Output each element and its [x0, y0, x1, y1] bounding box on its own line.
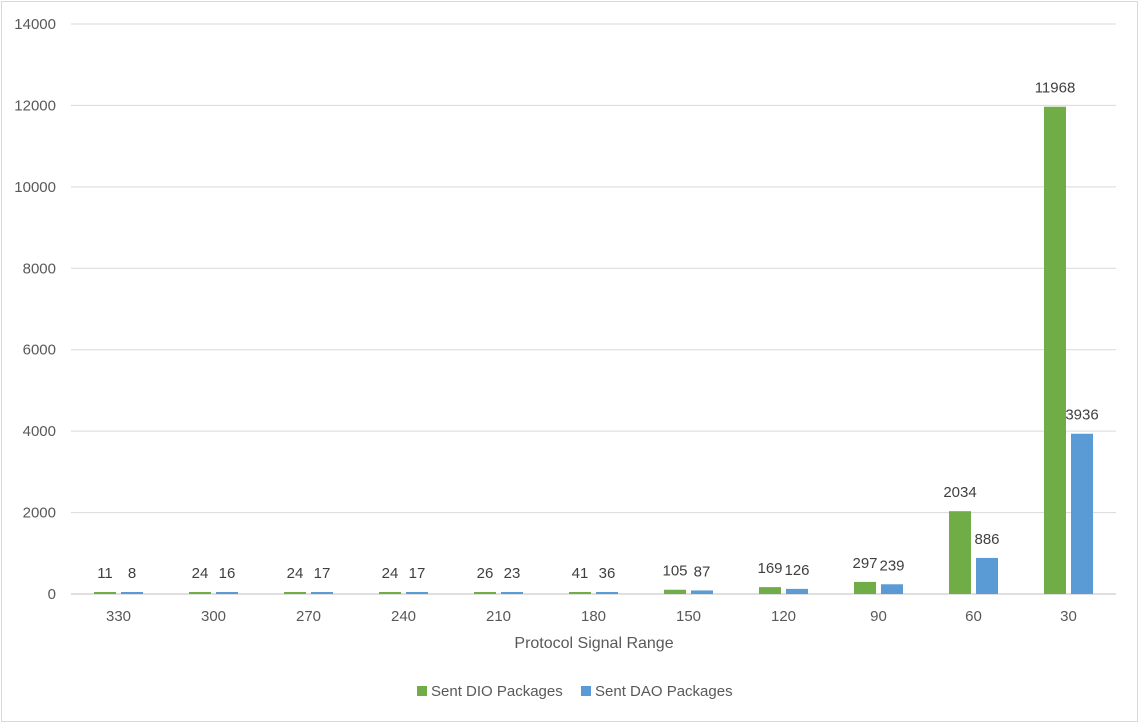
legend-label: Sent DIO Packages — [431, 683, 563, 700]
data-label: 24 — [192, 565, 209, 582]
bar-dio — [474, 592, 496, 594]
x-tick-label: 330 — [106, 608, 131, 625]
x-axis-title: Protocol Signal Range — [514, 635, 673, 652]
y-tick-label: 4000 — [23, 423, 56, 440]
data-label: 126 — [784, 562, 809, 579]
bar-dao — [216, 592, 238, 594]
bar-dao — [311, 592, 333, 594]
data-label: 886 — [974, 531, 999, 548]
bar-dao — [881, 584, 903, 594]
x-tick-label: 60 — [965, 608, 982, 625]
data-label: 11968 — [1035, 80, 1076, 97]
bar-dao — [406, 592, 428, 594]
data-label: 169 — [757, 560, 782, 577]
y-tick-label: 6000 — [23, 342, 56, 359]
y-axis-ticks: 0 2000 4000 6000 8000 10000 12000 14000 — [14, 16, 56, 603]
data-label: 16 — [219, 565, 236, 582]
legend: Sent DIO Packages Sent DAO Packages — [417, 683, 733, 700]
bar-dio — [94, 592, 116, 594]
bar-dao — [501, 592, 523, 594]
data-label: 2034 — [943, 484, 976, 501]
data-label: 24 — [287, 565, 304, 582]
bar-dao — [786, 588, 808, 594]
x-tick-label: 30 — [1060, 608, 1077, 625]
bar-dio — [189, 592, 211, 594]
data-label: 105 — [662, 563, 687, 580]
data-label: 17 — [314, 565, 331, 582]
data-labels: 11 8 24 16 24 17 24 17 26 23 41 36 105 87 169 126 297 239… — [97, 80, 1098, 582]
gridlines — [71, 23, 1116, 595]
x-tick-label: 270 — [296, 608, 321, 625]
bar-dao — [1071, 433, 1093, 594]
y-tick-label: 10000 — [14, 179, 56, 196]
bar-dio — [1044, 106, 1066, 594]
bar-dio — [949, 511, 971, 594]
bar-dio — [664, 589, 686, 594]
x-tick-label: 90 — [870, 608, 887, 625]
bar-dio — [284, 592, 306, 594]
data-label: 17 — [409, 565, 426, 582]
y-tick-label: 14000 — [14, 16, 56, 33]
data-label: 87 — [694, 563, 711, 580]
x-tick-label: 120 — [771, 608, 796, 625]
data-label: 8 — [128, 565, 136, 582]
bar-dio — [854, 581, 876, 594]
bar-dio — [759, 587, 781, 594]
y-tick-label: 0 — [48, 586, 56, 603]
data-label: 3936 — [1065, 407, 1098, 424]
data-label: 297 — [852, 555, 877, 572]
bar-dao — [976, 557, 998, 594]
y-tick-label: 2000 — [23, 505, 56, 522]
bars — [94, 106, 1093, 594]
legend-swatch — [581, 686, 591, 696]
bar-dao — [121, 592, 143, 594]
x-tick-label: 210 — [486, 608, 511, 625]
data-label: 36 — [599, 565, 616, 582]
legend-swatch — [417, 686, 427, 696]
x-tick-label: 180 — [581, 608, 606, 625]
data-label: 26 — [477, 565, 494, 582]
bar-dio — [379, 592, 401, 594]
x-tick-label: 150 — [676, 608, 701, 625]
y-tick-label: 8000 — [23, 260, 56, 277]
bar-dao — [596, 592, 618, 594]
data-label: 24 — [382, 565, 399, 582]
x-tick-label: 240 — [391, 608, 416, 625]
y-tick-label: 12000 — [14, 97, 56, 114]
data-label: 23 — [504, 565, 521, 582]
data-label: 41 — [572, 565, 589, 582]
x-tick-label: 300 — [201, 608, 226, 625]
data-label: 11 — [97, 565, 113, 582]
x-axis-ticks: 330 300 270 240 210 180 150 120 90 60 30 — [106, 608, 1077, 625]
bar-dao — [691, 590, 713, 594]
data-label: 239 — [879, 557, 904, 574]
bar-dio — [569, 592, 591, 594]
legend-label: Sent DAO Packages — [595, 683, 733, 700]
